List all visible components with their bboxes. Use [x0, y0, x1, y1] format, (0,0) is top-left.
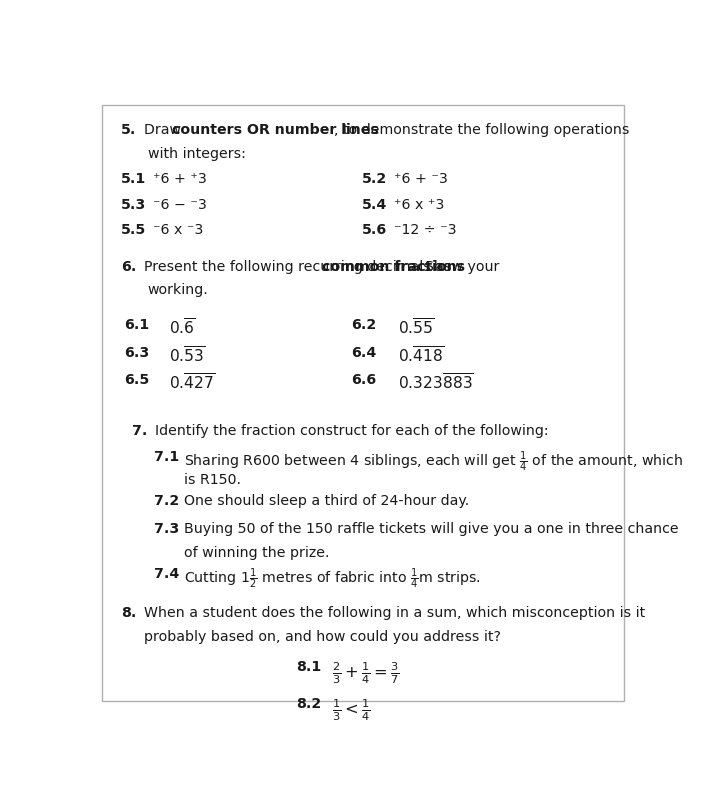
Text: 6.: 6. [122, 260, 136, 274]
Text: 0.$\overline{55}$: 0.$\overline{55}$ [398, 318, 435, 338]
Text: 5.3: 5.3 [122, 198, 146, 211]
FancyBboxPatch shape [102, 105, 624, 701]
Text: 7.1: 7.1 [154, 450, 180, 464]
Text: Present the following recurring decimals as: Present the following recurring decimals… [144, 260, 456, 274]
Text: , to demonstrate the following operations: , to demonstrate the following operation… [334, 124, 629, 137]
Text: ⁺6 x ⁺3: ⁺6 x ⁺3 [394, 198, 445, 211]
Text: Draw: Draw [144, 124, 186, 137]
Text: 6.5: 6.5 [124, 373, 149, 387]
Text: $\frac{1}{3}<\frac{1}{4}$: $\frac{1}{3}<\frac{1}{4}$ [332, 697, 370, 723]
Text: 0.323$\overline{883}$: 0.323$\overline{883}$ [398, 373, 474, 393]
Text: 6.3: 6.3 [124, 346, 149, 360]
Text: 8.: 8. [122, 606, 136, 620]
Text: 5.6: 5.6 [363, 223, 387, 237]
Text: probably based on, and how could you address it?: probably based on, and how could you add… [144, 630, 501, 644]
Text: working.: working. [148, 283, 209, 297]
Text: 6.2: 6.2 [351, 318, 377, 332]
Text: Cutting 1$\frac{1}{2}$ metres of fabric into $\frac{1}{4}$m strips.: Cutting 1$\frac{1}{2}$ metres of fabric … [185, 567, 481, 591]
Text: ⁻6 − ⁻3: ⁻6 − ⁻3 [153, 198, 207, 211]
Text: 5.4: 5.4 [363, 198, 387, 211]
Text: 5.2: 5.2 [363, 172, 387, 187]
Text: 0.$\overline{427}$: 0.$\overline{427}$ [170, 373, 216, 393]
Text: common fractions: common fractions [322, 260, 464, 274]
Text: 0.$\overline{6}$: 0.$\overline{6}$ [170, 318, 196, 338]
Text: . Show your: . Show your [416, 260, 499, 274]
Text: 5.5: 5.5 [122, 223, 146, 237]
Text: of winning the prize.: of winning the prize. [185, 546, 329, 559]
Text: ⁻12 ÷ ⁻3: ⁻12 ÷ ⁻3 [394, 223, 457, 237]
Text: 7.: 7. [132, 425, 148, 438]
Text: When a student does the following in a sum, which misconception is it: When a student does the following in a s… [144, 606, 645, 620]
Text: 8.1: 8.1 [297, 660, 322, 674]
Text: is R150.: is R150. [185, 473, 241, 488]
Text: Buying 50 of the 150 raffle tickets will give you a one in three chance: Buying 50 of the 150 raffle tickets will… [185, 522, 679, 536]
Text: 6.4: 6.4 [351, 346, 377, 360]
Text: 6.1: 6.1 [124, 318, 149, 332]
Text: 8.2: 8.2 [297, 697, 322, 711]
Text: with integers:: with integers: [148, 147, 245, 160]
Text: 0.$\overline{53}$: 0.$\overline{53}$ [170, 346, 206, 365]
Text: Sharing R600 between 4 siblings, each will get $\frac{1}{4}$ of the amount, whic: Sharing R600 between 4 siblings, each wi… [185, 450, 684, 474]
Text: 7.4: 7.4 [154, 567, 180, 581]
Text: ⁺6 + ⁻3: ⁺6 + ⁻3 [394, 172, 448, 187]
Text: 7.2: 7.2 [154, 494, 180, 508]
Text: ⁻6 x ⁻3: ⁻6 x ⁻3 [153, 223, 204, 237]
Text: One should sleep a third of 24-hour day.: One should sleep a third of 24-hour day. [185, 494, 469, 508]
Text: ⁺6 + ⁺3: ⁺6 + ⁺3 [153, 172, 207, 187]
Text: 6.6: 6.6 [351, 373, 377, 387]
Text: 5.: 5. [122, 124, 136, 137]
Text: Identify the fraction construct for each of the following:: Identify the fraction construct for each… [156, 425, 549, 438]
Text: counters OR number lines: counters OR number lines [172, 124, 378, 137]
Text: 0.$\overline{418}$: 0.$\overline{418}$ [398, 346, 444, 365]
Text: 5.1: 5.1 [122, 172, 146, 187]
Text: 7.3: 7.3 [154, 522, 180, 536]
Text: $\frac{2}{3}+\frac{1}{4}=\frac{3}{7}$: $\frac{2}{3}+\frac{1}{4}=\frac{3}{7}$ [332, 660, 400, 685]
